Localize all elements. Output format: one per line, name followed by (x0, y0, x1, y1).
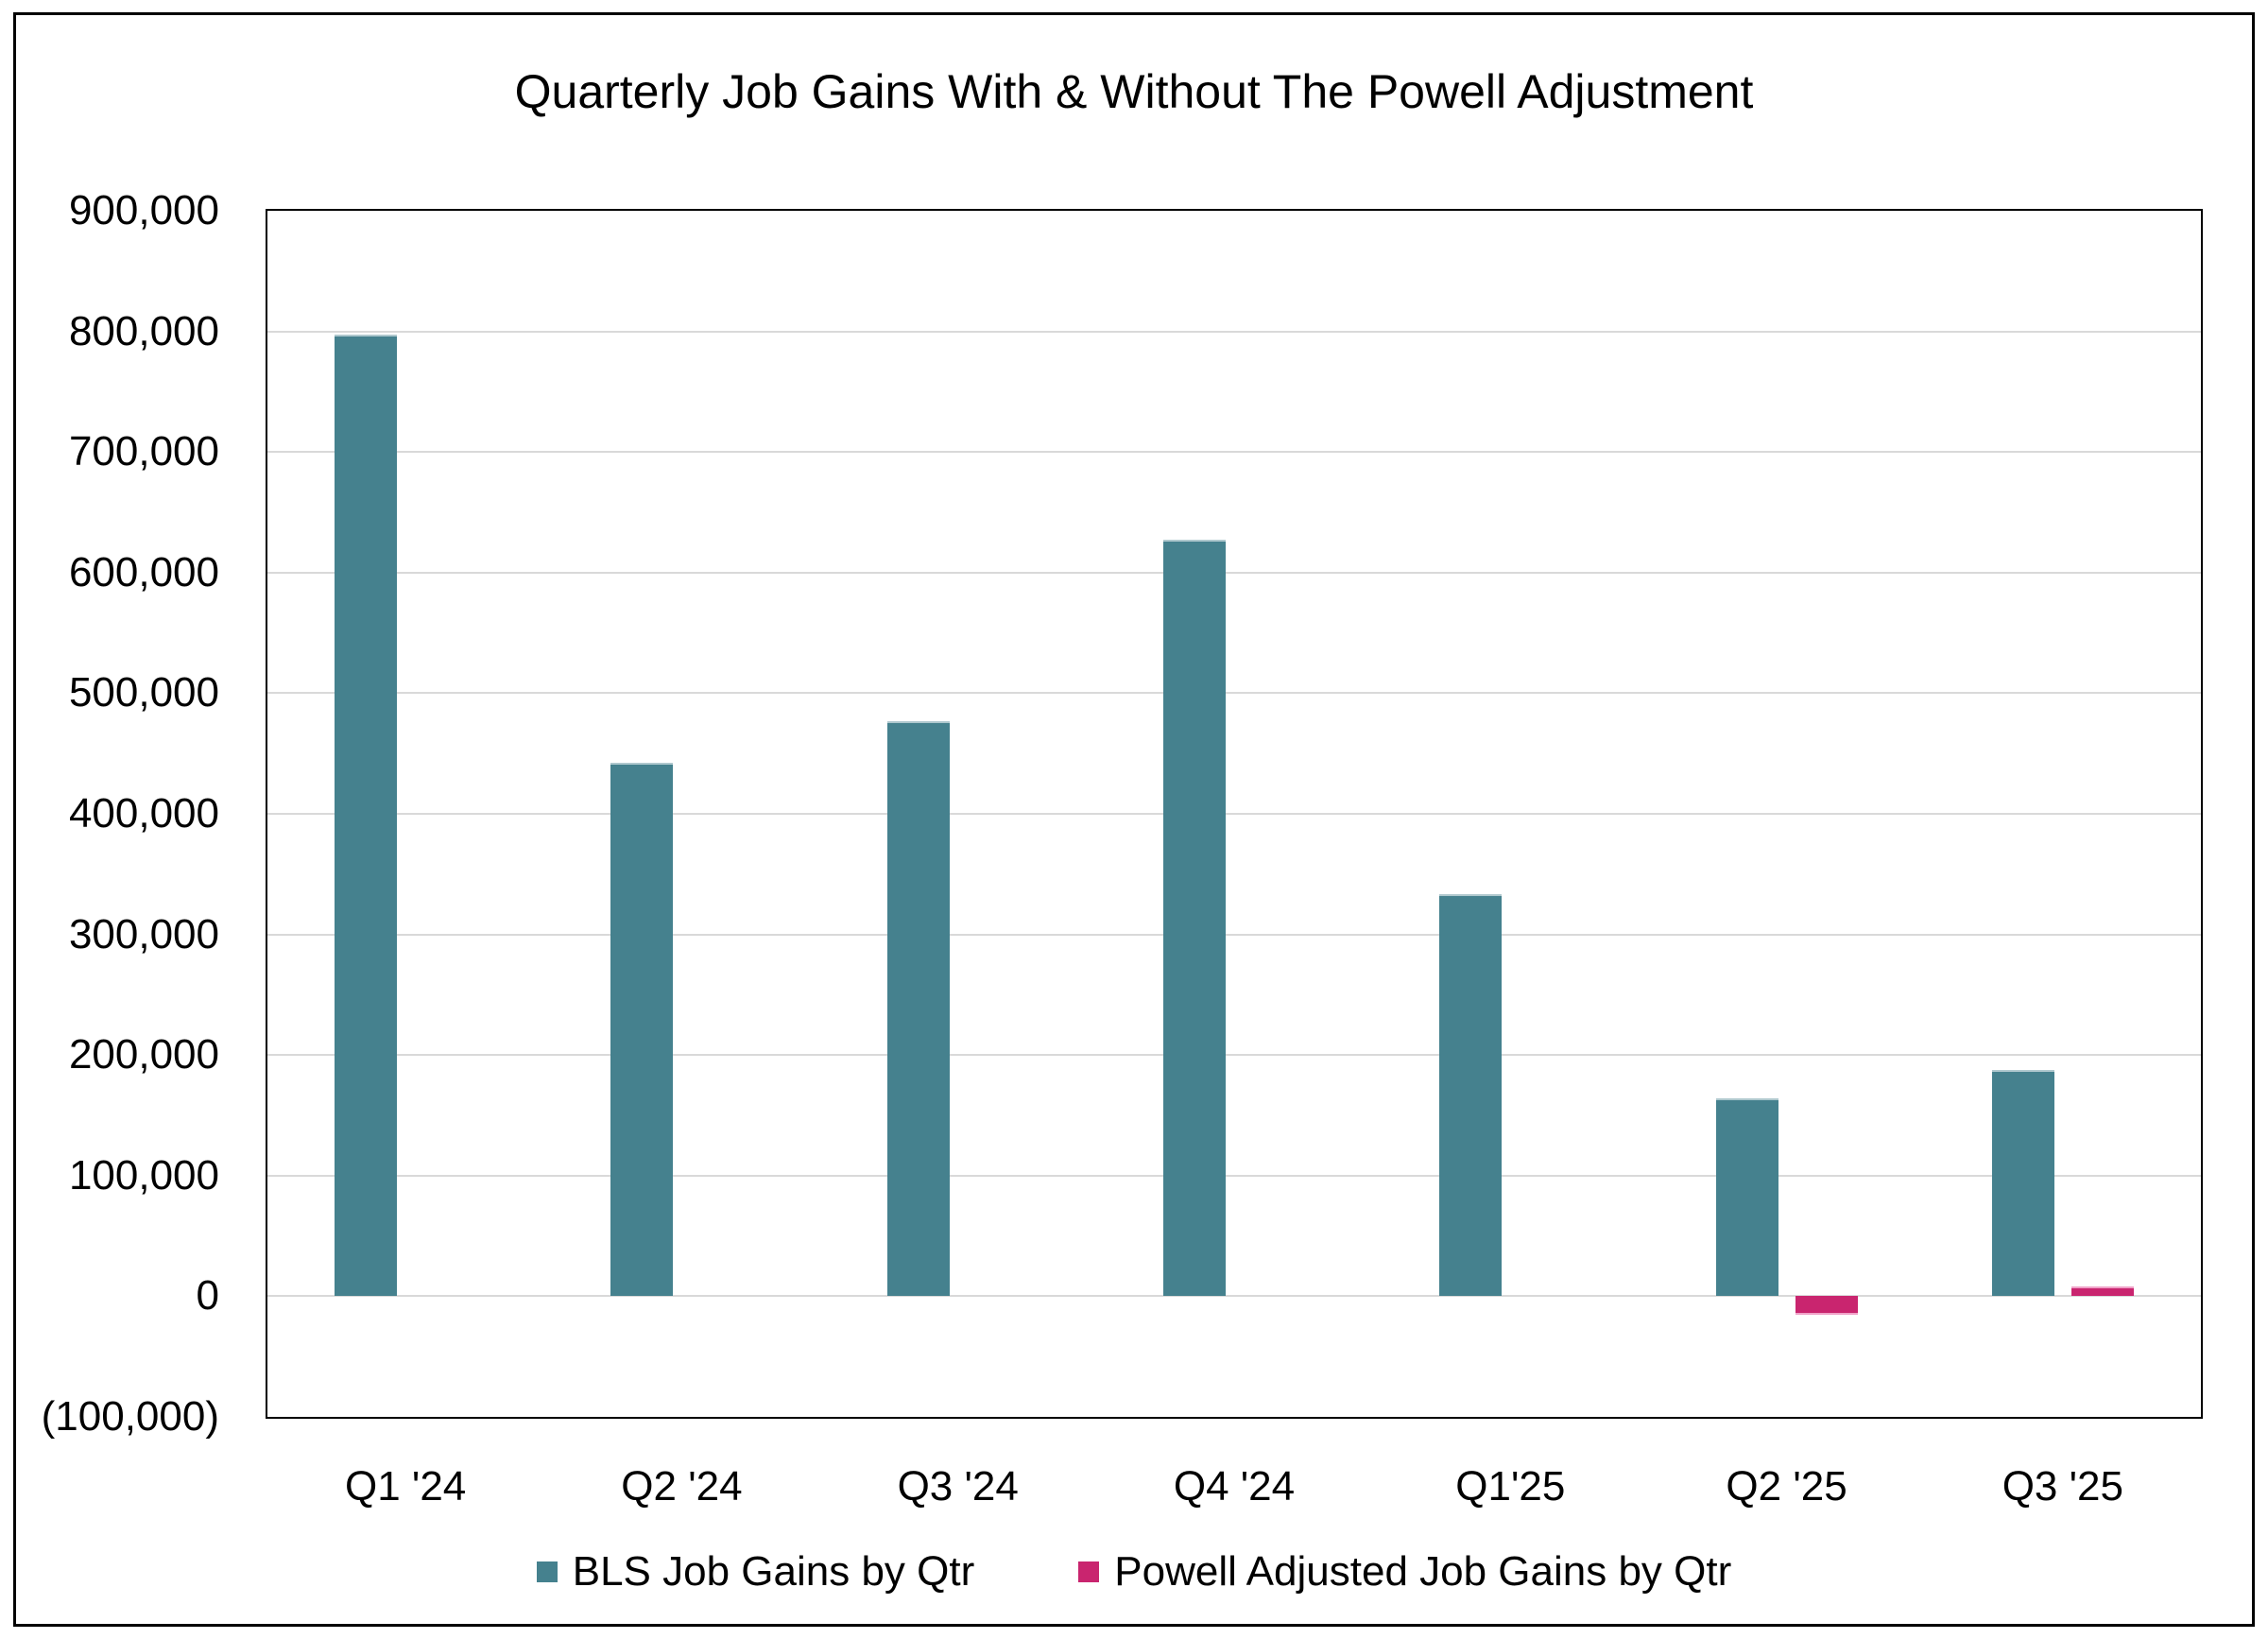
legend-swatch-powell-icon (1078, 1561, 1100, 1582)
y-tick-label: 800,000 (68, 307, 219, 354)
gridline (267, 1295, 2201, 1298)
y-tick-label: 500,000 (68, 669, 219, 716)
x-tick-label: Q4 '24 (1173, 1463, 1296, 1510)
y-tick-label: 100,000 (68, 1151, 219, 1199)
x-tick-label: Q3 '24 (897, 1463, 1019, 1510)
bar-bls (1715, 1098, 1778, 1297)
gridline (267, 571, 2201, 574)
y-axis-labels: 900,000 800,000 700,000 600,000 500,000 400,0… (28, 0, 219, 1639)
bar-bls (1163, 540, 1226, 1297)
gridline (267, 451, 2201, 454)
y-tick-label: 400,000 (68, 790, 219, 837)
gridline (267, 330, 2201, 333)
gridline (267, 813, 2201, 815)
y-tick-label: (100,000) (41, 1393, 219, 1440)
x-tick-label: Q3 '25 (2002, 1463, 2123, 1510)
y-tick-label: 600,000 (68, 548, 219, 595)
y-tick-label: 200,000 (68, 1031, 219, 1078)
x-tick-label: Q2 '24 (621, 1463, 743, 1510)
bar-bls (886, 720, 950, 1297)
bar-bls (610, 763, 674, 1297)
gridline (267, 933, 2201, 936)
y-tick-label: 0 (196, 1272, 219, 1320)
x-axis-labels: Q1 '24 Q2 '24 Q3 '24 Q4 '24 Q1'25 Q2 '25 Q3 '2… (267, 1463, 2201, 1520)
legend-label-bls: BLS Job Gains by Qtr (572, 1548, 975, 1595)
y-tick-label: 900,000 (68, 187, 219, 233)
bar-powell (2070, 1286, 2134, 1297)
bar-bls (1991, 1069, 2054, 1297)
x-tick-label: Q2 '25 (1726, 1463, 1847, 1510)
chart-title: Quarterly Job Gains With & Without The P… (514, 65, 1754, 118)
y-tick-label: 300,000 (68, 910, 219, 958)
y-tick-label: 700,000 (68, 428, 219, 475)
bar-powell (1795, 1296, 1858, 1315)
legend-item-powell: Powell Adjusted Job Gains by Qtr (1078, 1548, 1731, 1596)
legend-item-bls: BLS Job Gains by Qtr (536, 1548, 975, 1596)
gridline (267, 1054, 2201, 1057)
x-tick-label: Q1 '24 (345, 1463, 467, 1510)
plot-area (266, 209, 2203, 1419)
x-tick-label: Q1'25 (1455, 1463, 1566, 1510)
bar-bls (335, 335, 398, 1297)
gridline (267, 692, 2201, 695)
bar-bls (1439, 894, 1503, 1297)
legend-label-powell: Powell Adjusted Job Gains by Qtr (1114, 1548, 1732, 1595)
legend: BLS Job Gains by Qtr Powell Adjusted Job… (0, 1548, 2268, 1596)
legend-swatch-bls-icon (536, 1561, 558, 1582)
gridline (267, 1174, 2201, 1177)
